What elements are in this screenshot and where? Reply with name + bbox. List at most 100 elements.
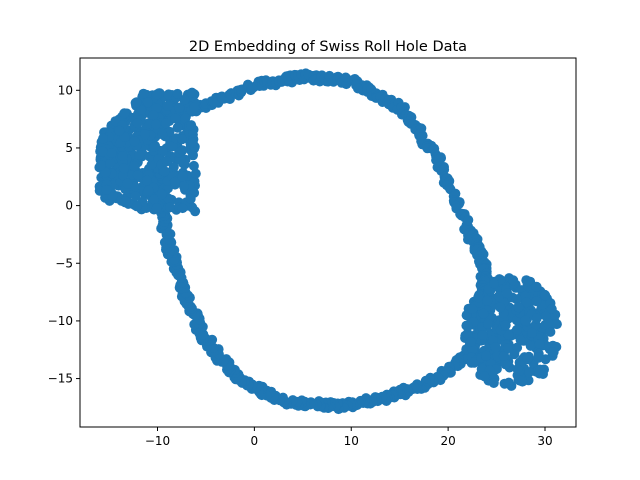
data-point — [151, 89, 162, 100]
data-point — [187, 137, 198, 148]
data-point — [165, 202, 175, 213]
data-point — [117, 151, 128, 161]
x-tick-label: 10 — [344, 434, 359, 448]
data-point — [467, 304, 478, 315]
data-point — [179, 181, 189, 192]
data-point — [157, 146, 168, 157]
data-point — [118, 170, 129, 181]
data-point — [188, 160, 199, 171]
data-point — [161, 118, 171, 129]
data-point — [521, 297, 532, 308]
y-tick-label: 10 — [58, 83, 73, 97]
data-point — [167, 141, 178, 152]
data-point — [517, 376, 528, 387]
data-point — [170, 176, 181, 187]
data-point — [105, 158, 116, 168]
y-tick-label: 5 — [65, 141, 73, 155]
data-point — [131, 201, 142, 212]
data-point — [548, 347, 559, 357]
data-point — [98, 133, 108, 144]
data-point — [543, 318, 554, 329]
data-point — [170, 113, 181, 124]
data-point — [122, 178, 133, 189]
data-point — [132, 170, 143, 181]
data-point — [534, 339, 545, 349]
data-point — [479, 371, 490, 382]
data-point — [495, 302, 506, 313]
data-point — [439, 164, 450, 175]
data-point — [498, 351, 509, 361]
data-point — [509, 349, 520, 360]
data-point — [149, 142, 160, 152]
data-point — [129, 136, 140, 147]
data-point — [97, 146, 108, 157]
data-point — [142, 97, 153, 108]
data-point — [533, 352, 544, 363]
data-point — [540, 290, 551, 301]
data-point — [172, 122, 183, 133]
data-point — [478, 308, 489, 319]
data-point — [500, 320, 511, 331]
chart-title: 2D Embedding of Swiss Roll Hole Data — [189, 39, 467, 55]
data-point — [503, 329, 514, 340]
data-point — [161, 156, 172, 167]
data-points — [94, 68, 562, 415]
data-point — [120, 196, 131, 207]
y-axis: 10 5 0 −5 −10 −15 — [48, 83, 80, 386]
data-point — [174, 102, 185, 113]
data-point — [522, 353, 533, 364]
y-tick-label: −5 — [55, 256, 73, 270]
data-point — [513, 302, 524, 313]
data-point — [134, 150, 145, 160]
data-point — [132, 118, 143, 129]
data-point — [511, 294, 522, 305]
data-point — [118, 163, 129, 174]
data-point — [180, 113, 191, 124]
data-point — [190, 168, 201, 179]
data-point — [482, 295, 493, 306]
data-point — [129, 161, 140, 172]
data-point — [473, 292, 484, 303]
data-point — [500, 359, 511, 370]
data-point — [481, 350, 491, 361]
y-tick-label: −15 — [48, 372, 73, 386]
data-point — [465, 337, 476, 347]
data-point — [177, 171, 188, 182]
data-point — [462, 321, 473, 332]
x-axis: −10 0 10 20 30 — [145, 427, 553, 448]
data-point — [508, 275, 519, 286]
data-point — [502, 288, 513, 299]
data-point — [177, 203, 188, 214]
data-point — [150, 119, 161, 130]
data-point — [483, 318, 493, 329]
data-point — [138, 88, 149, 99]
data-point — [96, 160, 106, 171]
data-point — [131, 97, 142, 108]
data-point — [172, 88, 183, 99]
data-point — [157, 129, 168, 140]
data-point — [159, 166, 170, 177]
x-tick-label: 30 — [537, 434, 552, 448]
data-point — [488, 378, 499, 388]
data-point — [490, 342, 501, 353]
data-point — [177, 145, 188, 156]
data-point — [531, 296, 542, 307]
data-point — [136, 104, 146, 115]
data-point — [100, 167, 111, 178]
data-point — [162, 100, 173, 111]
data-point — [179, 94, 190, 105]
x-tick-label: 20 — [440, 434, 455, 448]
data-point — [531, 313, 542, 324]
data-point — [149, 194, 159, 205]
data-point — [502, 343, 513, 353]
data-point — [141, 175, 152, 186]
data-point — [186, 120, 197, 131]
data-point — [525, 340, 536, 351]
data-point — [545, 326, 556, 337]
plot-frame — [79, 57, 577, 428]
data-point — [477, 330, 488, 340]
data-point — [522, 276, 533, 287]
data-point — [503, 377, 514, 388]
data-point — [151, 203, 162, 213]
